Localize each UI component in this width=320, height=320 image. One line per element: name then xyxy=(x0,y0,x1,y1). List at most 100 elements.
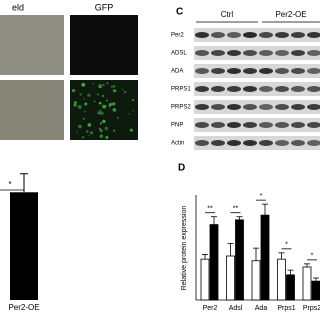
gfp-cell xyxy=(105,135,109,139)
band xyxy=(227,104,241,110)
band xyxy=(307,86,320,92)
band xyxy=(211,122,225,128)
column-label: GFP xyxy=(95,2,114,12)
bar xyxy=(209,224,219,301)
bar xyxy=(277,258,286,301)
significance-mark: * xyxy=(260,193,263,200)
brightfield-image xyxy=(0,15,64,75)
bar xyxy=(235,219,244,301)
gfp-cell xyxy=(98,101,102,105)
band xyxy=(307,50,320,56)
gfp-cell xyxy=(112,89,116,93)
band xyxy=(275,122,289,128)
band xyxy=(195,32,209,38)
band xyxy=(259,68,273,74)
gfp-image xyxy=(70,15,138,75)
x-tick-label: Prps1 xyxy=(277,305,295,312)
bar xyxy=(251,260,261,301)
gfp-cell xyxy=(79,93,82,96)
gfp-image xyxy=(70,80,138,140)
band xyxy=(243,50,257,56)
band xyxy=(195,50,209,56)
gfp-cell xyxy=(99,122,102,125)
row-label: ADSL xyxy=(171,51,187,57)
band xyxy=(227,50,241,56)
band xyxy=(259,32,273,38)
band xyxy=(227,68,241,74)
band xyxy=(243,68,257,74)
band xyxy=(195,122,209,128)
bar xyxy=(200,258,210,301)
band xyxy=(291,50,305,56)
band xyxy=(291,86,305,92)
gfp-cell xyxy=(74,101,77,104)
y-axis-label: Relative protein expression xyxy=(181,206,188,291)
gfp-cell xyxy=(99,111,104,115)
gfp-cell xyxy=(102,83,105,86)
bar xyxy=(311,280,320,301)
x-tick-label: Adsl xyxy=(229,305,243,312)
row-label: PNP xyxy=(171,123,183,129)
gfp-cell xyxy=(102,119,106,124)
band xyxy=(307,68,320,74)
band xyxy=(195,68,209,74)
x-tick-label: Per2 xyxy=(203,305,218,312)
x-tick-label: Ada xyxy=(255,305,268,312)
bar xyxy=(302,266,312,301)
gfp-cell xyxy=(112,108,117,112)
band xyxy=(227,32,241,38)
x-tick-label: Prps2 xyxy=(303,305,320,312)
band xyxy=(259,86,273,92)
gfp-cell xyxy=(78,124,82,129)
gfp-cell xyxy=(83,98,85,100)
gfp-cell xyxy=(113,129,116,132)
gfp-cell xyxy=(71,89,76,93)
gfp-cell xyxy=(86,130,89,133)
gfp-cell xyxy=(96,93,100,96)
gfp-cell xyxy=(132,110,135,112)
gfp-cell xyxy=(82,83,84,85)
gfp-cell xyxy=(87,93,91,97)
band xyxy=(275,104,289,110)
gfp-cell xyxy=(129,128,133,132)
gfp-cell xyxy=(93,100,96,103)
gfp-cell xyxy=(83,110,86,113)
band xyxy=(195,86,209,92)
brightfield-image xyxy=(0,80,64,140)
gfp-cell xyxy=(104,126,109,131)
band xyxy=(307,32,320,38)
band xyxy=(227,86,241,92)
gfp-cell xyxy=(82,117,85,120)
row-label: ADA xyxy=(171,69,183,75)
band xyxy=(243,122,257,128)
band xyxy=(195,104,209,110)
gfp-cell xyxy=(108,105,111,108)
significance-mark: * xyxy=(311,253,314,260)
band xyxy=(291,68,305,74)
band xyxy=(275,86,289,92)
gfp-cell xyxy=(112,102,116,106)
band xyxy=(275,32,289,38)
band xyxy=(275,50,289,56)
gfp-cell xyxy=(81,82,86,87)
band xyxy=(291,32,305,38)
gfp-cell xyxy=(99,129,103,133)
band xyxy=(243,86,257,92)
band xyxy=(243,104,257,110)
band xyxy=(211,104,225,110)
gfp-cell xyxy=(73,103,77,107)
band xyxy=(227,122,241,128)
gfp-cell xyxy=(124,90,127,94)
gfp-cell xyxy=(98,84,103,89)
band xyxy=(211,32,225,38)
significance-mark: ** xyxy=(207,206,213,213)
gfp-cell xyxy=(81,135,85,139)
significance-mark: * xyxy=(8,180,11,189)
band xyxy=(259,104,273,110)
band xyxy=(259,140,273,146)
band xyxy=(307,122,320,128)
band xyxy=(291,104,305,110)
band xyxy=(243,140,257,146)
band xyxy=(211,50,225,56)
gfp-cell xyxy=(128,113,130,115)
